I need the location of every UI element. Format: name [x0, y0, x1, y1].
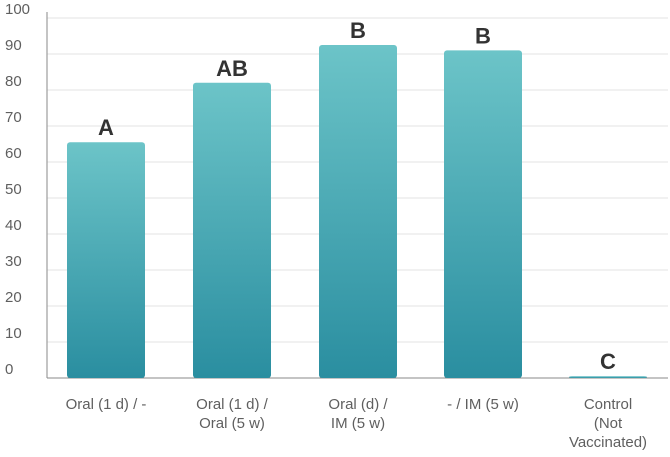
y-tick-label: 20: [5, 289, 22, 306]
significance-label: B: [350, 18, 366, 43]
category-label-line: Oral (1 d) / -: [66, 396, 147, 413]
bar: [193, 82, 271, 379]
significance-label: AB: [216, 56, 248, 81]
bar: [319, 45, 397, 378]
category-label-line: Oral (5 w): [199, 415, 265, 432]
category-label-line: IM (5 w): [331, 415, 385, 432]
y-tick-label: 0: [5, 361, 13, 378]
significance-label: B: [475, 23, 491, 48]
category-labels: Oral (1 d) / - Oral (1 d) / Oral (5 w)Oral…: [66, 396, 647, 451]
bar: [569, 376, 647, 378]
category-label-line: Control: [584, 396, 632, 413]
y-tick-label: 50: [5, 181, 22, 198]
category-label-line: Oral (d) /: [328, 396, 388, 413]
category-label-line: - / IM (5 w): [447, 396, 519, 413]
bar: [67, 142, 145, 378]
y-tick-label: 40: [5, 217, 22, 234]
bar: [444, 50, 522, 379]
y-tick-label: 80: [5, 73, 22, 90]
category-label: - / IM (5 w): [447, 396, 519, 413]
category-label: Oral (d) / IM (5 w): [328, 396, 388, 432]
bars: [67, 45, 647, 379]
y-tick-labels: 0 10 20 30 40 50 60 70 80 90 100: [5, 1, 30, 378]
y-tick-label: 100: [5, 1, 30, 18]
y-tick-label: 30: [5, 253, 22, 270]
y-tick-label: 60: [5, 145, 22, 162]
significance-label: A: [98, 115, 114, 140]
y-tick-label: 70: [5, 109, 22, 126]
category-label: Oral (1 d) / -: [66, 396, 147, 413]
category-label-line: (Not: [594, 415, 623, 432]
y-tick-label: 90: [5, 37, 22, 54]
significance-labels: A AB B B C: [98, 18, 616, 374]
category-label-line: Oral (1 d) /: [196, 396, 269, 413]
category-label: Control (Not Vaccinated): [569, 396, 647, 451]
significance-label: C: [600, 349, 616, 374]
y-tick-label: 10: [5, 325, 22, 342]
category-label-line: Vaccinated): [569, 434, 647, 451]
category-label: Oral (1 d) / Oral (5 w): [196, 396, 269, 432]
